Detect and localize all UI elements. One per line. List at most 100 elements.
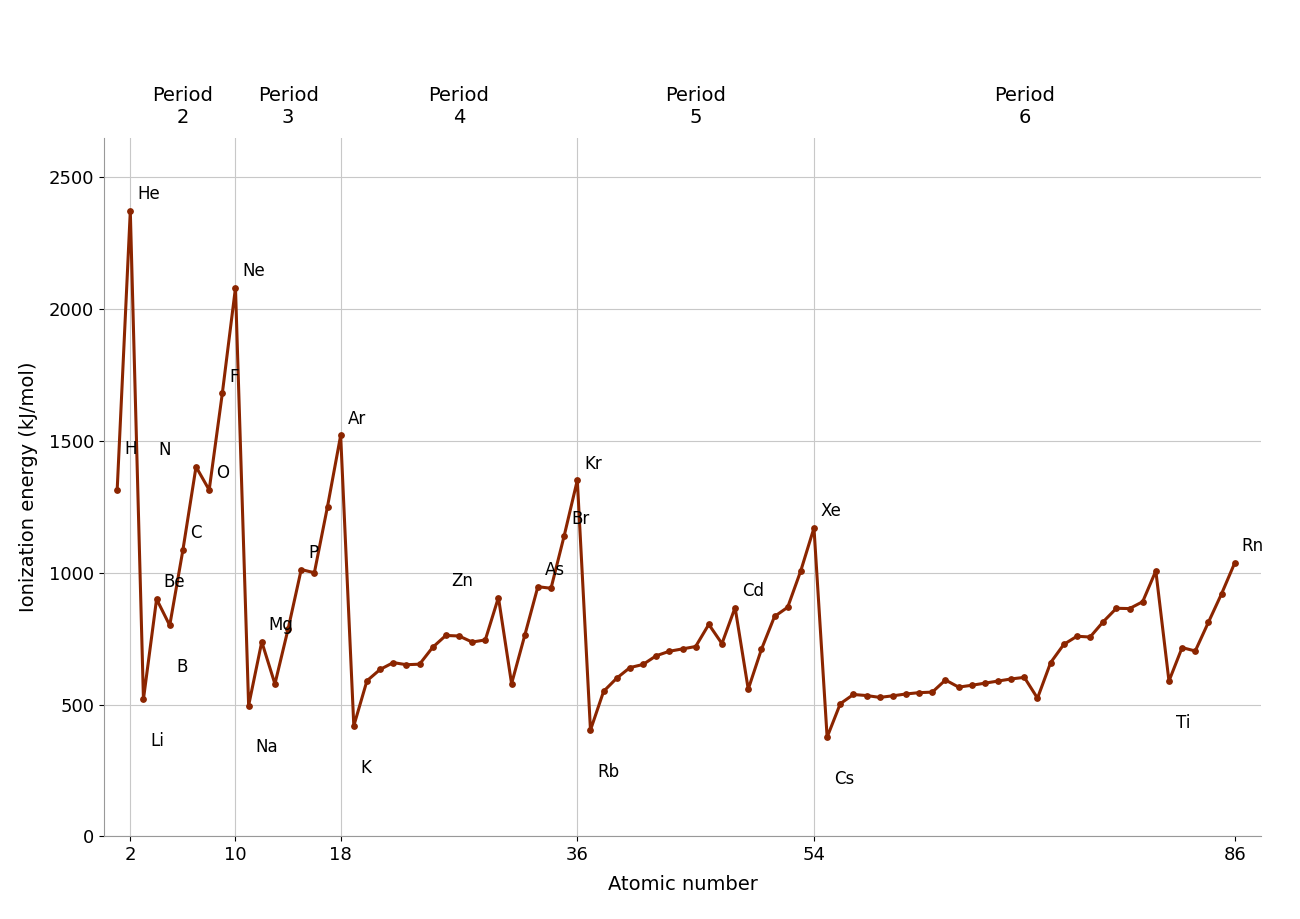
- Point: [857, 688, 878, 703]
- Point: [251, 634, 272, 649]
- Point: [107, 483, 127, 498]
- Point: [646, 649, 667, 664]
- Point: [1066, 629, 1087, 643]
- Point: [1171, 641, 1192, 655]
- Point: [212, 386, 233, 401]
- X-axis label: Atomic number: Atomic number: [607, 875, 758, 894]
- Point: [935, 673, 956, 687]
- Point: [829, 697, 850, 711]
- Point: [396, 657, 417, 672]
- Point: [1080, 630, 1101, 644]
- Point: [948, 680, 968, 695]
- Text: N: N: [159, 441, 172, 460]
- Point: [659, 644, 680, 659]
- Point: [870, 690, 891, 705]
- Point: [883, 688, 903, 703]
- Text: Na: Na: [256, 738, 278, 756]
- Point: [1119, 601, 1140, 616]
- Point: [382, 655, 403, 670]
- Point: [474, 632, 495, 647]
- Point: [764, 609, 785, 624]
- Text: P: P: [308, 544, 318, 562]
- Text: Cs: Cs: [835, 770, 854, 788]
- Point: [1040, 655, 1061, 670]
- Point: [1158, 674, 1179, 688]
- Point: [567, 473, 588, 488]
- Point: [711, 636, 732, 651]
- Point: [515, 628, 536, 642]
- Point: [1106, 601, 1127, 616]
- Text: Mg: Mg: [269, 616, 294, 634]
- Text: H: H: [124, 440, 136, 458]
- Text: He: He: [138, 186, 160, 203]
- Point: [356, 674, 377, 688]
- Point: [751, 642, 772, 657]
- Text: Period
4: Period 4: [429, 85, 489, 127]
- Point: [1184, 643, 1205, 658]
- Point: [133, 692, 153, 707]
- Point: [790, 563, 811, 578]
- Point: [580, 722, 601, 737]
- Point: [1132, 595, 1153, 609]
- Point: [278, 622, 299, 637]
- Point: [304, 565, 325, 580]
- Point: [1014, 670, 1035, 685]
- Text: Ti: Ti: [1176, 714, 1191, 732]
- Point: [988, 674, 1009, 688]
- Point: [1225, 556, 1245, 571]
- Point: [1001, 672, 1022, 686]
- Text: Xe: Xe: [820, 503, 842, 520]
- Point: [436, 628, 456, 642]
- Point: [422, 640, 443, 654]
- Text: K: K: [361, 758, 372, 777]
- Point: [462, 635, 482, 650]
- Point: [922, 685, 942, 699]
- Point: [1053, 637, 1074, 652]
- Text: Period
3: Period 3: [257, 85, 318, 127]
- Text: Be: Be: [164, 573, 185, 592]
- Text: Period
5: Period 5: [666, 85, 727, 127]
- Text: Period
2: Period 2: [152, 85, 213, 127]
- Point: [160, 618, 181, 633]
- Text: As: As: [545, 561, 566, 579]
- Point: [606, 671, 627, 686]
- Point: [803, 520, 824, 535]
- Point: [317, 499, 338, 514]
- Point: [238, 698, 259, 713]
- Text: Ne: Ne: [242, 262, 265, 280]
- Text: Period
6: Period 6: [994, 85, 1054, 127]
- Text: Kr: Kr: [584, 455, 602, 472]
- Point: [199, 482, 220, 497]
- Point: [541, 581, 562, 596]
- Point: [146, 592, 166, 607]
- Point: [962, 678, 983, 693]
- Point: [488, 590, 508, 605]
- Point: [343, 719, 364, 733]
- Point: [264, 676, 285, 691]
- Point: [120, 204, 140, 219]
- Text: F: F: [229, 368, 239, 386]
- Text: B: B: [177, 658, 188, 676]
- Text: Rn: Rn: [1242, 538, 1264, 555]
- Point: [816, 730, 837, 744]
- Text: Rb: Rb: [598, 763, 620, 781]
- Point: [724, 600, 745, 615]
- Point: [777, 600, 798, 615]
- Text: Cd: Cd: [742, 582, 764, 600]
- Point: [173, 543, 194, 558]
- Point: [593, 684, 614, 698]
- Point: [698, 617, 719, 631]
- Text: Zn: Zn: [451, 572, 473, 590]
- Point: [502, 676, 523, 691]
- Point: [291, 562, 312, 577]
- Point: [633, 657, 654, 672]
- Point: [685, 640, 706, 654]
- Point: [896, 686, 916, 701]
- Text: Ar: Ar: [347, 410, 365, 427]
- Point: [528, 579, 549, 594]
- Point: [554, 528, 575, 543]
- Text: Br: Br: [571, 510, 589, 528]
- Point: [1093, 615, 1114, 630]
- Point: [225, 280, 246, 295]
- Point: [448, 629, 469, 643]
